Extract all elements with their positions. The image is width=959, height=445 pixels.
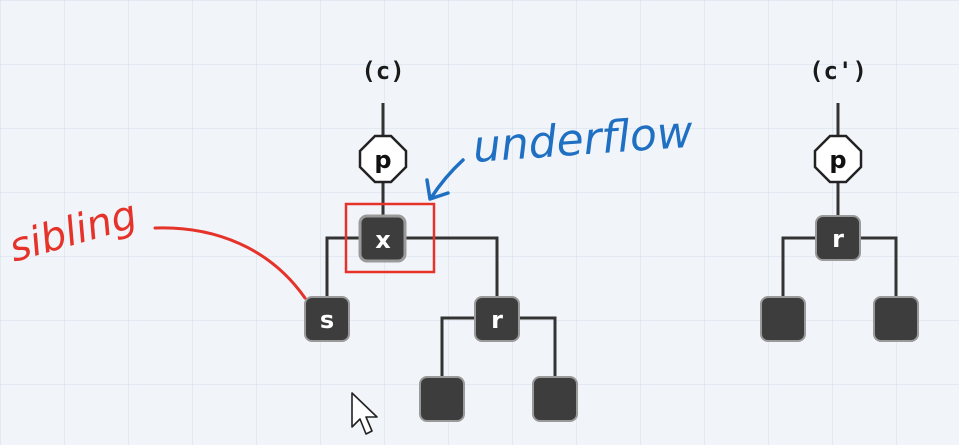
s-node-box [304, 296, 350, 342]
underflow-note: underflow [471, 107, 695, 173]
left-r-node-label: r [491, 306, 503, 334]
left-r-node: r [474, 296, 520, 342]
edge-r-to-right-leaf-right [858, 236, 898, 298]
right-r-node-box [815, 215, 861, 261]
x-node-label: x [375, 226, 391, 254]
right-tree: (c') p r [760, 57, 919, 342]
right-tree-label: (c') [809, 57, 867, 85]
underflow-arrow-head [425, 178, 450, 201]
right-p-octagon [813, 134, 863, 184]
right-leaf-node [532, 376, 578, 422]
left-p-octagon [358, 134, 408, 184]
right-p-label: p [829, 146, 846, 174]
left-p-node: p [358, 134, 408, 184]
edge-x-to-r [404, 236, 499, 298]
sibling-annotation: sibling [4, 191, 307, 300]
edge-r-to-left-leaf-right [781, 236, 818, 298]
underflow-highlight-box [344, 202, 436, 274]
s-node-label: s [320, 306, 334, 334]
left-tree: (c) p x s r [304, 57, 578, 422]
underflow-arrow-shaft [429, 158, 465, 200]
right-tree-edges [781, 103, 898, 298]
edge-x-to-s [325, 236, 362, 298]
left-leaf-node [419, 376, 465, 422]
right-r-node: r [815, 215, 861, 261]
edge-r-to-right-leaf [517, 316, 557, 378]
left-r-node-box [474, 296, 520, 342]
right-p-node: p [813, 134, 863, 184]
left-tree-label: (c) [361, 57, 404, 85]
sibling-note: sibling [4, 191, 142, 271]
s-node: s [304, 296, 350, 342]
edge-r-to-left-leaf [440, 316, 477, 378]
x-node-box [358, 214, 407, 263]
right-r-node-label: r [832, 225, 844, 253]
right-tree-right-leaf [873, 296, 919, 342]
sibling-pointer-line [153, 226, 307, 300]
right-tree-left-leaf [760, 296, 806, 342]
left-p-label: p [374, 146, 391, 174]
x-node: x [358, 214, 407, 263]
mouse-cursor-icon [351, 392, 378, 435]
